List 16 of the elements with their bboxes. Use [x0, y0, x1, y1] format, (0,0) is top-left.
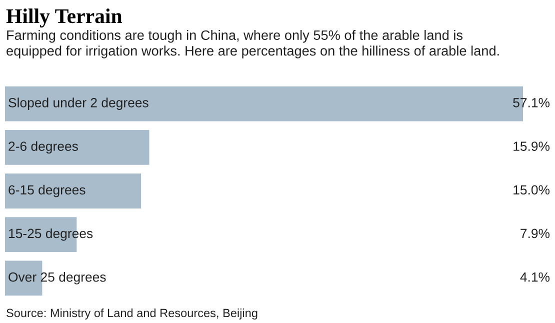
- bar: [5, 260, 42, 296]
- data-label: 15.0%: [514, 185, 550, 195]
- y-tick-label: Over 25 degrees: [8, 272, 106, 284]
- bar: [5, 174, 142, 208]
- data-label: 15.9%: [514, 142, 550, 151]
- chart-subtitle: Farming conditions are tough in China, where only 55% of the arable land is equipped for irrigation works. Here are percentages on the hilliness of arable land.: [6, 30, 499, 58]
- data-label: 7.9%: [520, 228, 550, 238]
- bar: [5, 130, 150, 165]
- y-tick-label: Sloped under 2 degrees: [8, 98, 148, 110]
- chart-title: Hilly Terrain: [6, 8, 122, 28]
- data-label: 4.1%: [520, 272, 550, 282]
- y-tick-label: 6-15 degrees: [8, 184, 86, 198]
- data-label: 57.1%: [513, 98, 550, 108]
- y-tick-label: 15-25 degrees: [9, 228, 93, 241]
- source-note: Source: Ministry of Land and Resources, Beijing: [6, 308, 258, 320]
- y-tick-label: 2-6 degrees: [8, 141, 78, 154]
